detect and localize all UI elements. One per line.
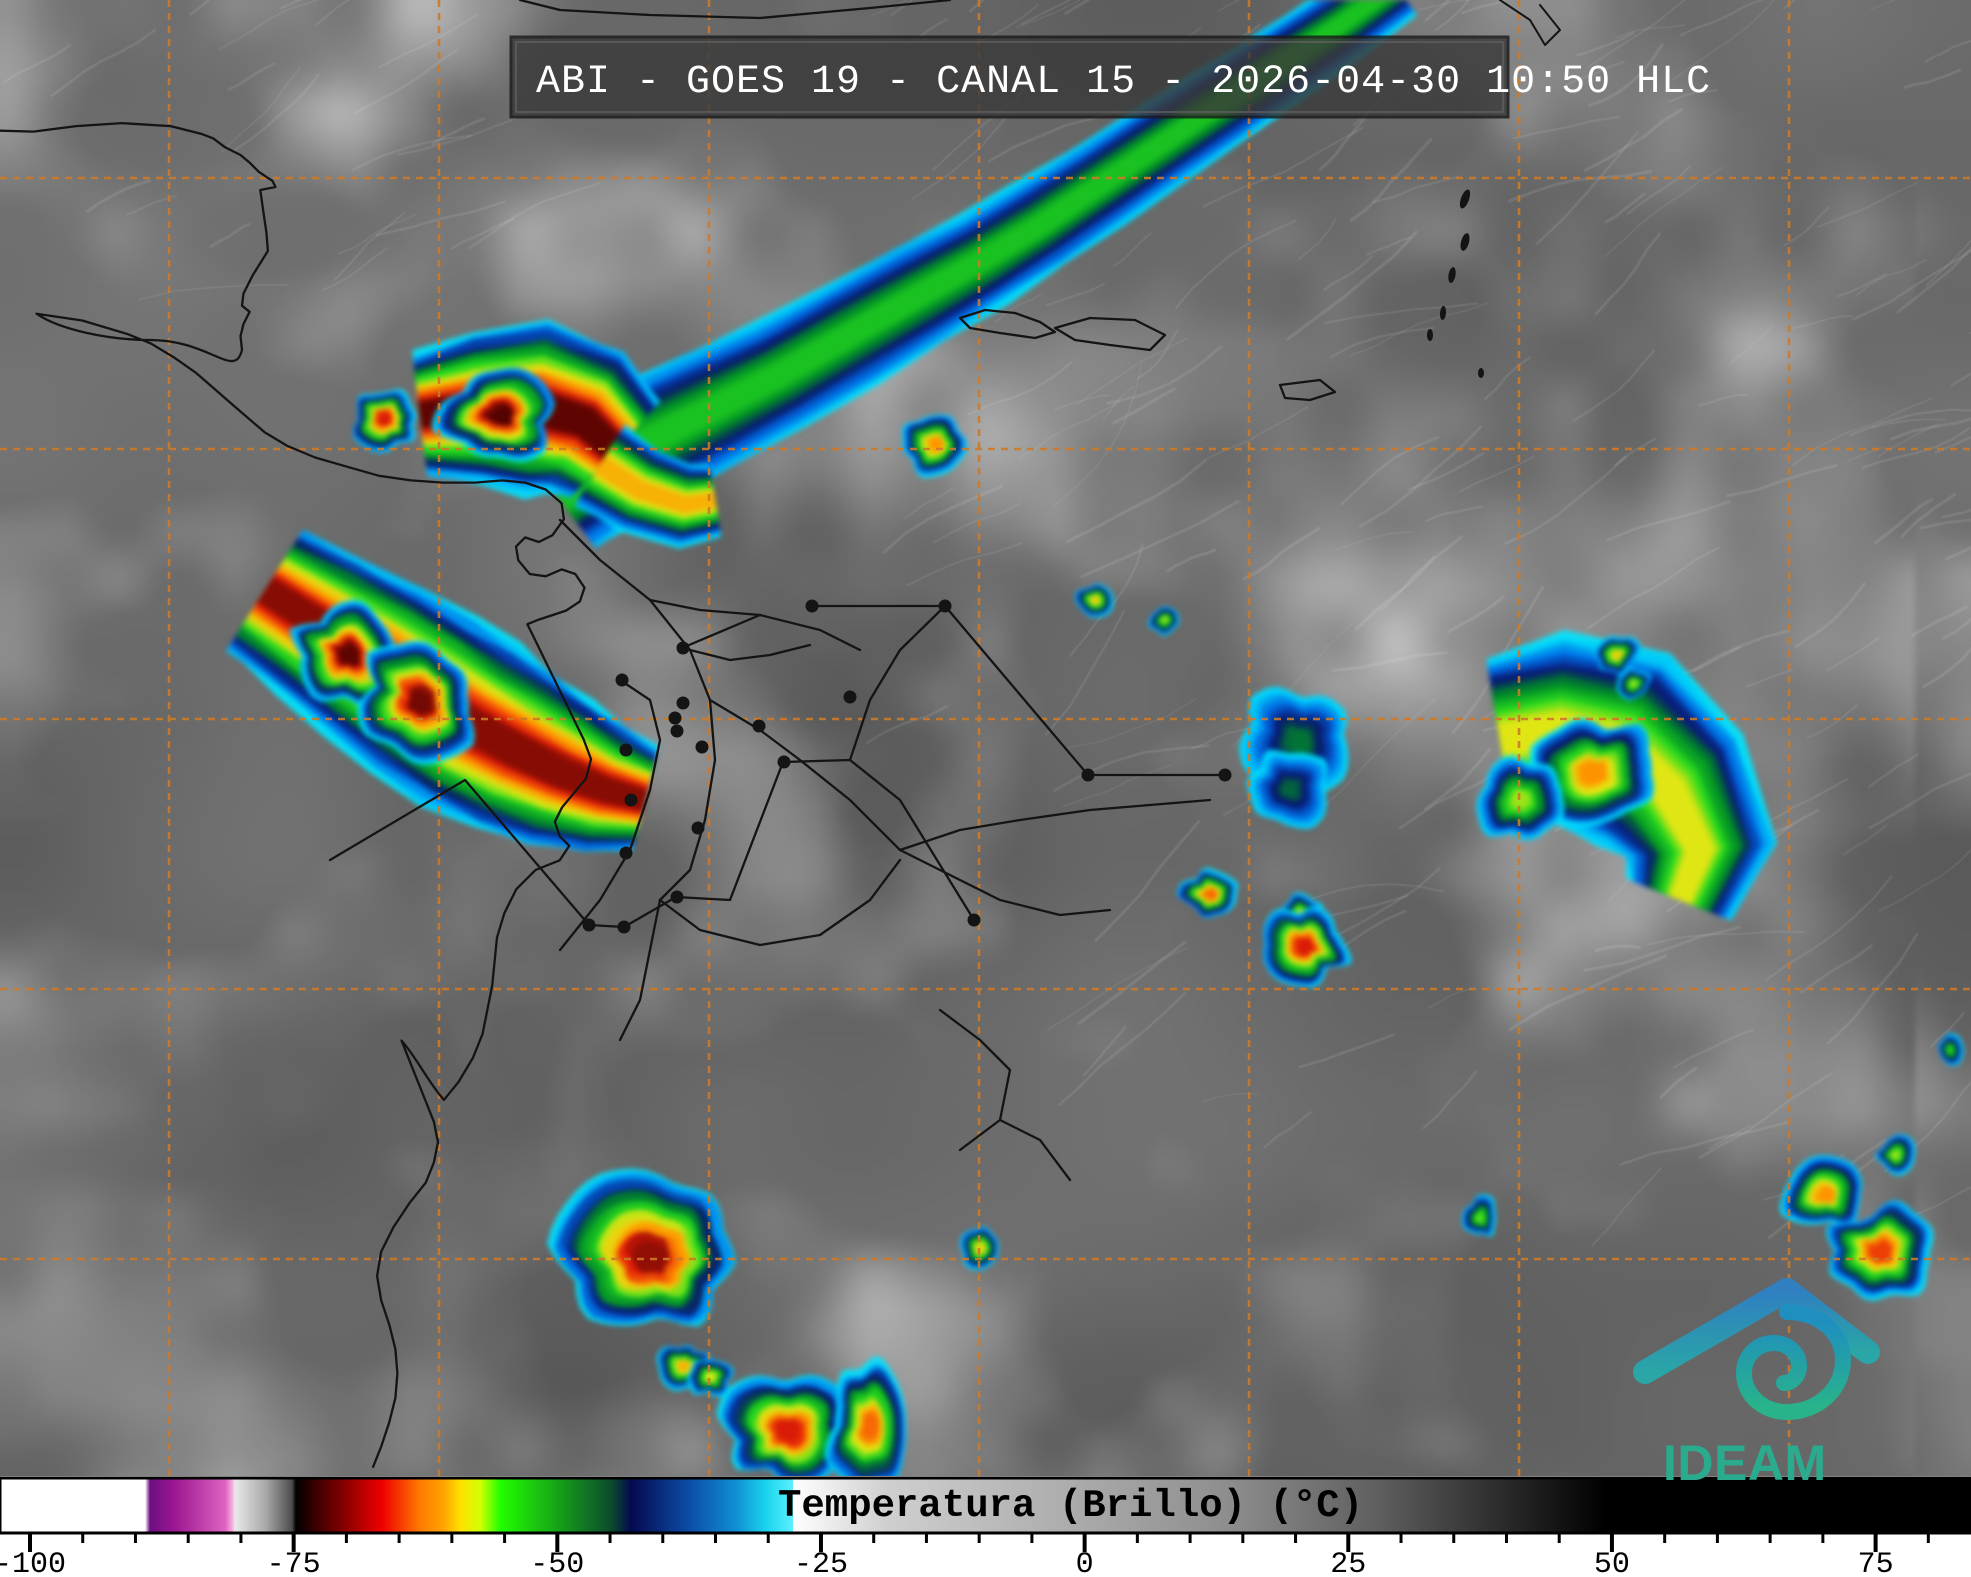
svg-text:Temperatura (Brillo) (°C): Temperatura (Brillo) (°C): [778, 1484, 1363, 1528]
svg-text:75: 75: [1858, 1548, 1894, 1577]
svg-text:25: 25: [1330, 1548, 1366, 1577]
svg-text:-100: -100: [0, 1548, 66, 1577]
svg-text:-25: -25: [794, 1548, 848, 1577]
svg-text:0: 0: [1076, 1548, 1094, 1577]
svg-text:ABI - GOES 19 - CANAL 15 - 202: ABI - GOES 19 - CANAL 15 - 2026-04-30 10…: [536, 60, 1711, 105]
svg-text:-50: -50: [530, 1548, 584, 1577]
svg-text:IDEAM: IDEAM: [1663, 1435, 1827, 1491]
svg-text:-75: -75: [267, 1548, 321, 1577]
svg-text:50: 50: [1594, 1548, 1630, 1577]
